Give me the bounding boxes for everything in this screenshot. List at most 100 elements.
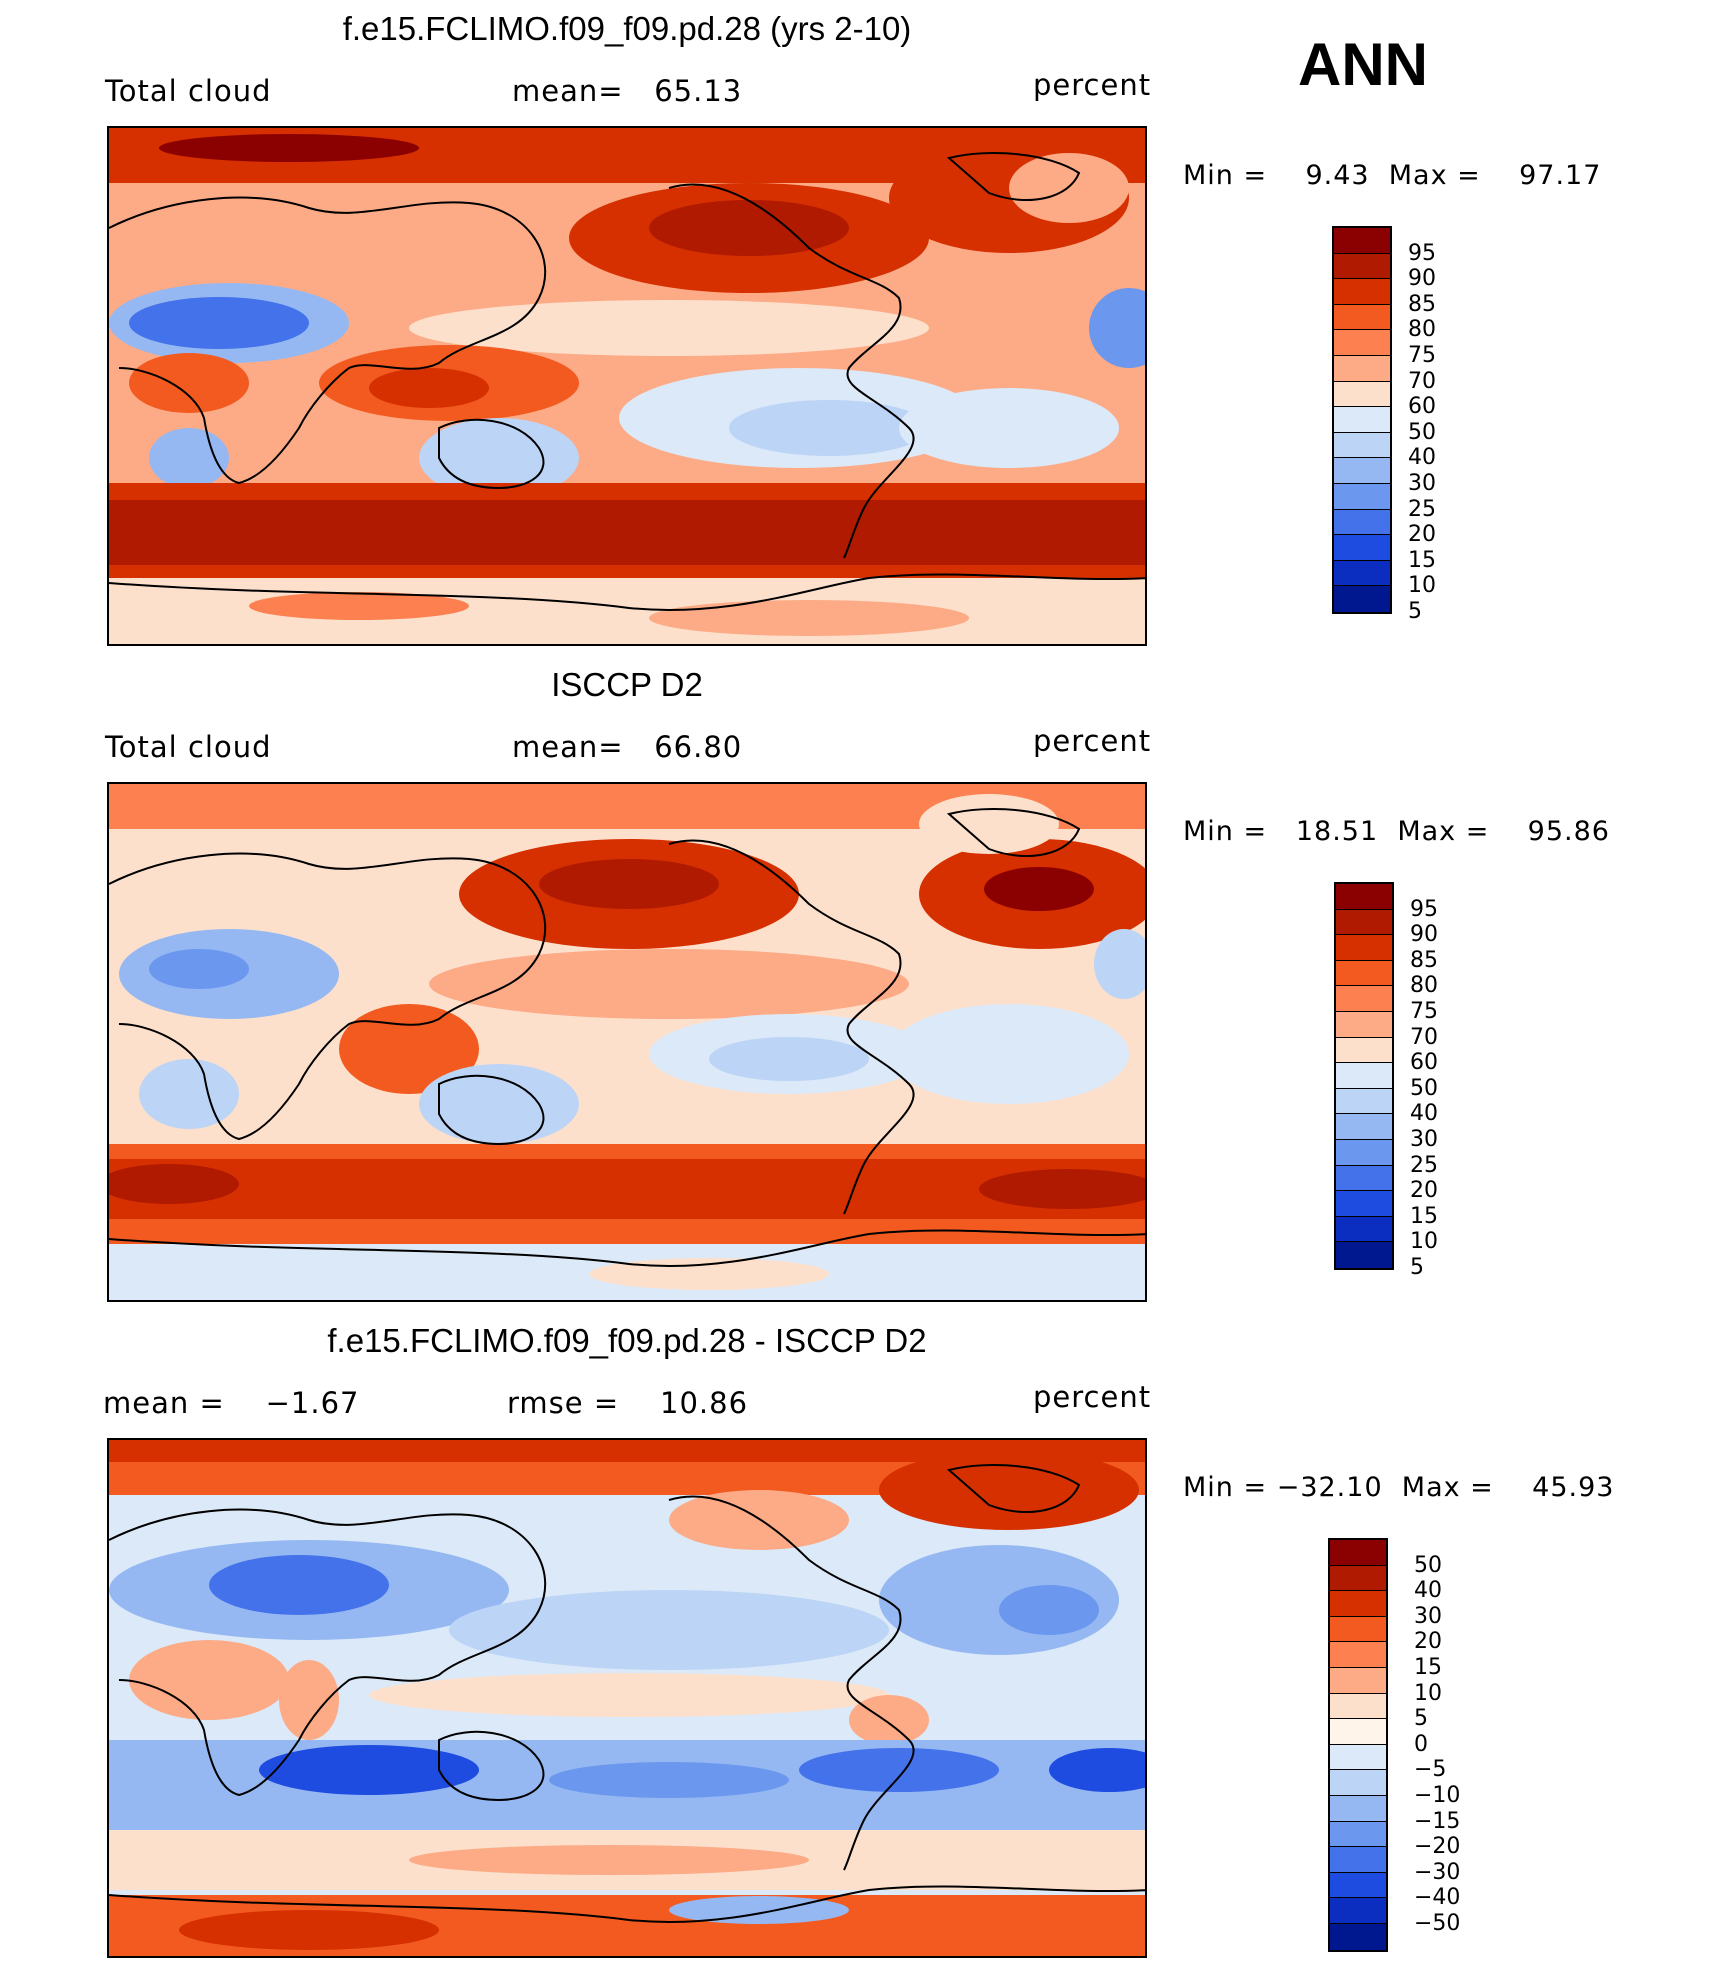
panel3-minmax: Min = −32.10 Max = 45.93: [1183, 1472, 1615, 1503]
panel2-colorbar-tick: 75: [1410, 999, 1438, 1024]
panel1-mean: mean= 65.13: [512, 74, 743, 108]
panel3-colorbar-tick: 0: [1414, 1731, 1428, 1757]
panel3-rmse: rmse = 10.86: [507, 1386, 749, 1420]
panel1-colorbar-tick: 85: [1408, 291, 1436, 317]
panel2-map: [107, 782, 1147, 1302]
panel3-colorbar-cell: [1330, 1744, 1386, 1771]
panel3-colorbar-cell: [1330, 1923, 1386, 1950]
panel3-colorbar-cell: [1330, 1616, 1386, 1643]
panel1-colorbar-cell: [1334, 535, 1390, 561]
panel1-colorbar-cell: [1334, 586, 1390, 612]
panel3-map: [107, 1438, 1147, 1958]
panel3-colorbar-cell: [1330, 1693, 1386, 1720]
panel3-colorbar-tick: −10: [1414, 1783, 1461, 1808]
panel1-colorbar-cell: [1334, 279, 1390, 305]
panel1-colorbar-cell: [1334, 228, 1390, 254]
panel1-colorbar-cell: [1334, 560, 1390, 587]
panel3-colorbar-cell: [1330, 1898, 1386, 1924]
panel2-variable: Total cloud: [105, 730, 272, 764]
panel3-colorbar-cell: [1330, 1540, 1386, 1566]
panel2-colorbar-cell: [1336, 935, 1392, 961]
panel1-colorbar-cell: [1334, 253, 1390, 280]
panel2-colorbar-cell: [1336, 1191, 1392, 1217]
panel2-colorbar-cell: [1336, 960, 1392, 987]
panel2-colorbar-cell: [1336, 1011, 1392, 1038]
panel3-colorbar-cell: [1330, 1591, 1386, 1617]
panel2-colorbar-tick: 85: [1410, 947, 1438, 973]
panel1-colorbar-cell: [1334, 483, 1390, 510]
panel3-colorbar-tick: 30: [1414, 1603, 1442, 1629]
panel1-colorbar-cell: [1334, 432, 1390, 459]
panel2-colorbar-tick: 10: [1410, 1229, 1438, 1255]
panel3-colorbar-tick: −30: [1414, 1859, 1461, 1885]
panel3-colorbar-cell: [1330, 1872, 1386, 1899]
panel1-colorbar-cell: [1334, 509, 1390, 536]
panel3-colorbar-tick: 5: [1414, 1706, 1428, 1732]
panel3-colorbar-tick: 50: [1414, 1552, 1442, 1578]
panel3-colorbar-tick: 40: [1414, 1578, 1442, 1604]
panel3-colorbar-cell: [1330, 1847, 1386, 1873]
panel2-colorbar-tick: 50: [1410, 1075, 1438, 1101]
panel2-mean: mean= 66.80: [512, 730, 743, 764]
panel3-title: f.e15.FCLIMO.f09_f09.pd.28 - ISCCP D2: [327, 1322, 927, 1359]
panel2-colorbar-cell: [1336, 1216, 1392, 1243]
panel1-colorbar-tick: 70: [1408, 368, 1436, 394]
panel3-colorbar-tick: 10: [1414, 1680, 1442, 1706]
panel2-colorbar-cell: [1336, 1114, 1392, 1140]
panel2-colorbar-tick: 20: [1410, 1178, 1438, 1204]
panel2-colorbar-tick: 5: [1410, 1255, 1424, 1280]
panel1-colorbar-tick: 80: [1408, 317, 1436, 343]
panel3-map-svg: [109, 1440, 1145, 1956]
panel1-colorbar-tick: 95: [1408, 240, 1436, 266]
panel1-colorbar-cell: [1334, 458, 1390, 484]
panel1-colorbar-tick: 20: [1408, 522, 1436, 548]
panel2-colorbar-cell: [1336, 884, 1392, 910]
panel2-colorbar-cell: [1336, 1088, 1392, 1115]
panel2-colorbar-tick: 30: [1410, 1127, 1438, 1152]
panel3-colorbar-cell: [1330, 1719, 1386, 1745]
panel2-colorbar-tick: 80: [1410, 973, 1438, 999]
panel3-colorbar-cell: [1330, 1667, 1386, 1694]
panel2-colorbar-cell: [1336, 1037, 1392, 1064]
panel1-colorbar: [1332, 226, 1392, 614]
panel3-colorbar-tick: −40: [1414, 1885, 1461, 1911]
panel2-colorbar-tick: 95: [1410, 896, 1438, 922]
panel3-colorbar: [1328, 1538, 1388, 1952]
panel1-colorbar-tick: 75: [1408, 343, 1436, 368]
panel2-title: ISCCP D2: [551, 666, 703, 703]
panel2-minmax: Min = 18.51 Max = 95.86: [1183, 816, 1610, 847]
panel1-colorbar-tick: 25: [1408, 496, 1436, 522]
panel3-colorbar-cell: [1330, 1795, 1386, 1822]
panel3-mean: mean = −1.67: [103, 1386, 360, 1420]
panel2-colorbar: [1334, 882, 1394, 1270]
panel3-units: percent: [1033, 1380, 1152, 1414]
panel3-colorbar-tick: −15: [1414, 1808, 1461, 1834]
panel3-colorbar-cell: [1330, 1821, 1386, 1848]
panel2-colorbar-cell: [1336, 1165, 1392, 1192]
panel1-colorbar-cell: [1334, 355, 1390, 382]
panel1-colorbar-cell: [1334, 381, 1390, 408]
panel2-colorbar-cell: [1336, 1139, 1392, 1166]
panel1-colorbar-tick: 5: [1408, 599, 1422, 624]
panel2-colorbar-cell: [1336, 1063, 1392, 1089]
panel1-colorbar-cell: [1334, 407, 1390, 433]
panel1-colorbar-tick: 60: [1408, 394, 1436, 420]
panel1-colorbar-tick: 40: [1408, 445, 1436, 471]
panel1-colorbar-tick: 50: [1408, 419, 1436, 445]
panel2-colorbar-cell: [1336, 1242, 1392, 1268]
panel2-colorbar-tick: 70: [1410, 1024, 1438, 1050]
panel3-colorbar-cell: [1330, 1565, 1386, 1592]
panel1-colorbar-cell: [1334, 304, 1390, 331]
panel1-colorbar-tick: 10: [1408, 573, 1436, 599]
panel2-colorbar-tick: 60: [1410, 1050, 1438, 1076]
panel1-colorbar-cell: [1334, 330, 1390, 356]
panel2-colorbar-tick: 15: [1410, 1203, 1438, 1229]
panel3-colorbar-tick: 20: [1414, 1629, 1442, 1655]
panel3-colorbar-tick: 15: [1414, 1655, 1442, 1680]
panel1-map-svg: [109, 128, 1145, 644]
panel2-colorbar-tick: 25: [1410, 1152, 1438, 1178]
panel1-variable: Total cloud: [105, 74, 272, 108]
panel2-units: percent: [1033, 724, 1152, 758]
panel1-colorbar-tick: 30: [1408, 471, 1436, 496]
panel1-colorbar-tick: 90: [1408, 266, 1436, 292]
